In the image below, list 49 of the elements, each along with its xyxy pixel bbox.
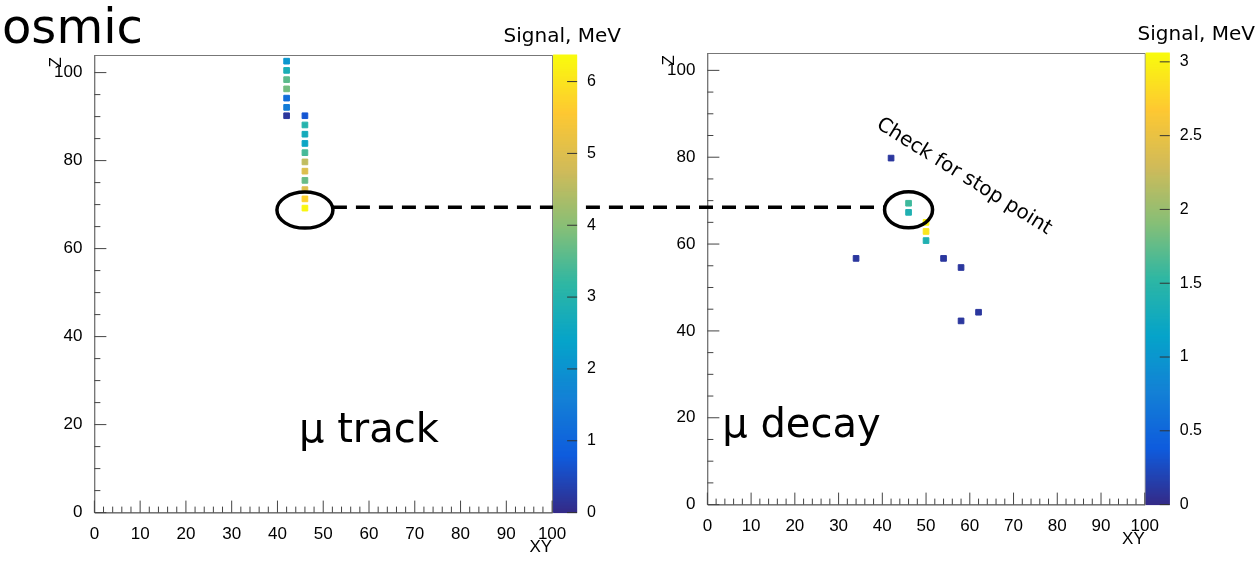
x-tick-label: 90 [1091, 516, 1111, 536]
color-bar-label: 3 [1179, 52, 1189, 70]
color-bar-label: 3 [587, 287, 597, 305]
x-tick-label: 0 [702, 516, 713, 536]
color-bar-label: 1.5 [1179, 273, 1203, 291]
color-bar-label: 0 [1179, 495, 1189, 513]
color-bar-title: Signal, MeV [503, 23, 622, 48]
y-tick-label: 60 [63, 238, 83, 258]
color-bar-label: 2 [587, 359, 597, 377]
x-tick-label: 10 [130, 524, 150, 544]
annotation: μ track [299, 404, 439, 451]
x-tick-label: 50 [916, 516, 936, 536]
color-bar-label: 1 [587, 431, 597, 449]
y-tick-label: 0 [685, 494, 696, 514]
color-bar-label: 6 [587, 71, 597, 89]
x-tick-label: 20 [785, 516, 805, 536]
x-tick-label: 40 [268, 524, 287, 544]
x-tick-label: 80 [451, 524, 471, 544]
x-tick-label: 70 [1004, 516, 1023, 536]
x-tick-label: 70 [405, 524, 425, 544]
color-bar-label: 4 [587, 215, 597, 233]
x-tick-label: 30 [222, 524, 242, 544]
y-tick-label: 80 [676, 146, 696, 166]
x-tick-label: 80 [1047, 516, 1067, 536]
y-tick-label: 80 [63, 150, 83, 170]
annotation: μ decay [722, 400, 881, 447]
x-tick-label: 30 [829, 516, 849, 536]
color-bar-label: 0 [587, 503, 597, 521]
color-bar-label: 2 [1179, 199, 1189, 217]
x-tick-label: 10 [741, 516, 761, 536]
color-bar-label: 0.5 [1179, 421, 1203, 439]
y-tick-label: 20 [63, 414, 83, 434]
x-tick-label: 0 [89, 524, 100, 544]
x-tick-label: 60 [359, 524, 379, 544]
color-bar-label: 2.5 [1179, 126, 1203, 144]
color-bar-label: 5 [587, 143, 597, 161]
x-tick-label: 90 [496, 524, 516, 544]
x-tick-label: 40 [872, 516, 892, 536]
x-tick-label: 20 [176, 524, 196, 544]
y-tick-label: 40 [63, 326, 83, 346]
y-tick-label: 60 [676, 233, 696, 253]
y-tick-label: 0 [72, 502, 83, 522]
color-bar-title: Signal, MeV [1137, 21, 1256, 46]
chart-title: osmic [2, 0, 143, 54]
x-tick-label: 50 [313, 524, 333, 544]
y-tick-label: 40 [676, 320, 696, 340]
y-tick-label: 20 [676, 407, 696, 427]
x-tick-label: 60 [960, 516, 980, 536]
color-bar-label: 1 [1179, 347, 1189, 365]
